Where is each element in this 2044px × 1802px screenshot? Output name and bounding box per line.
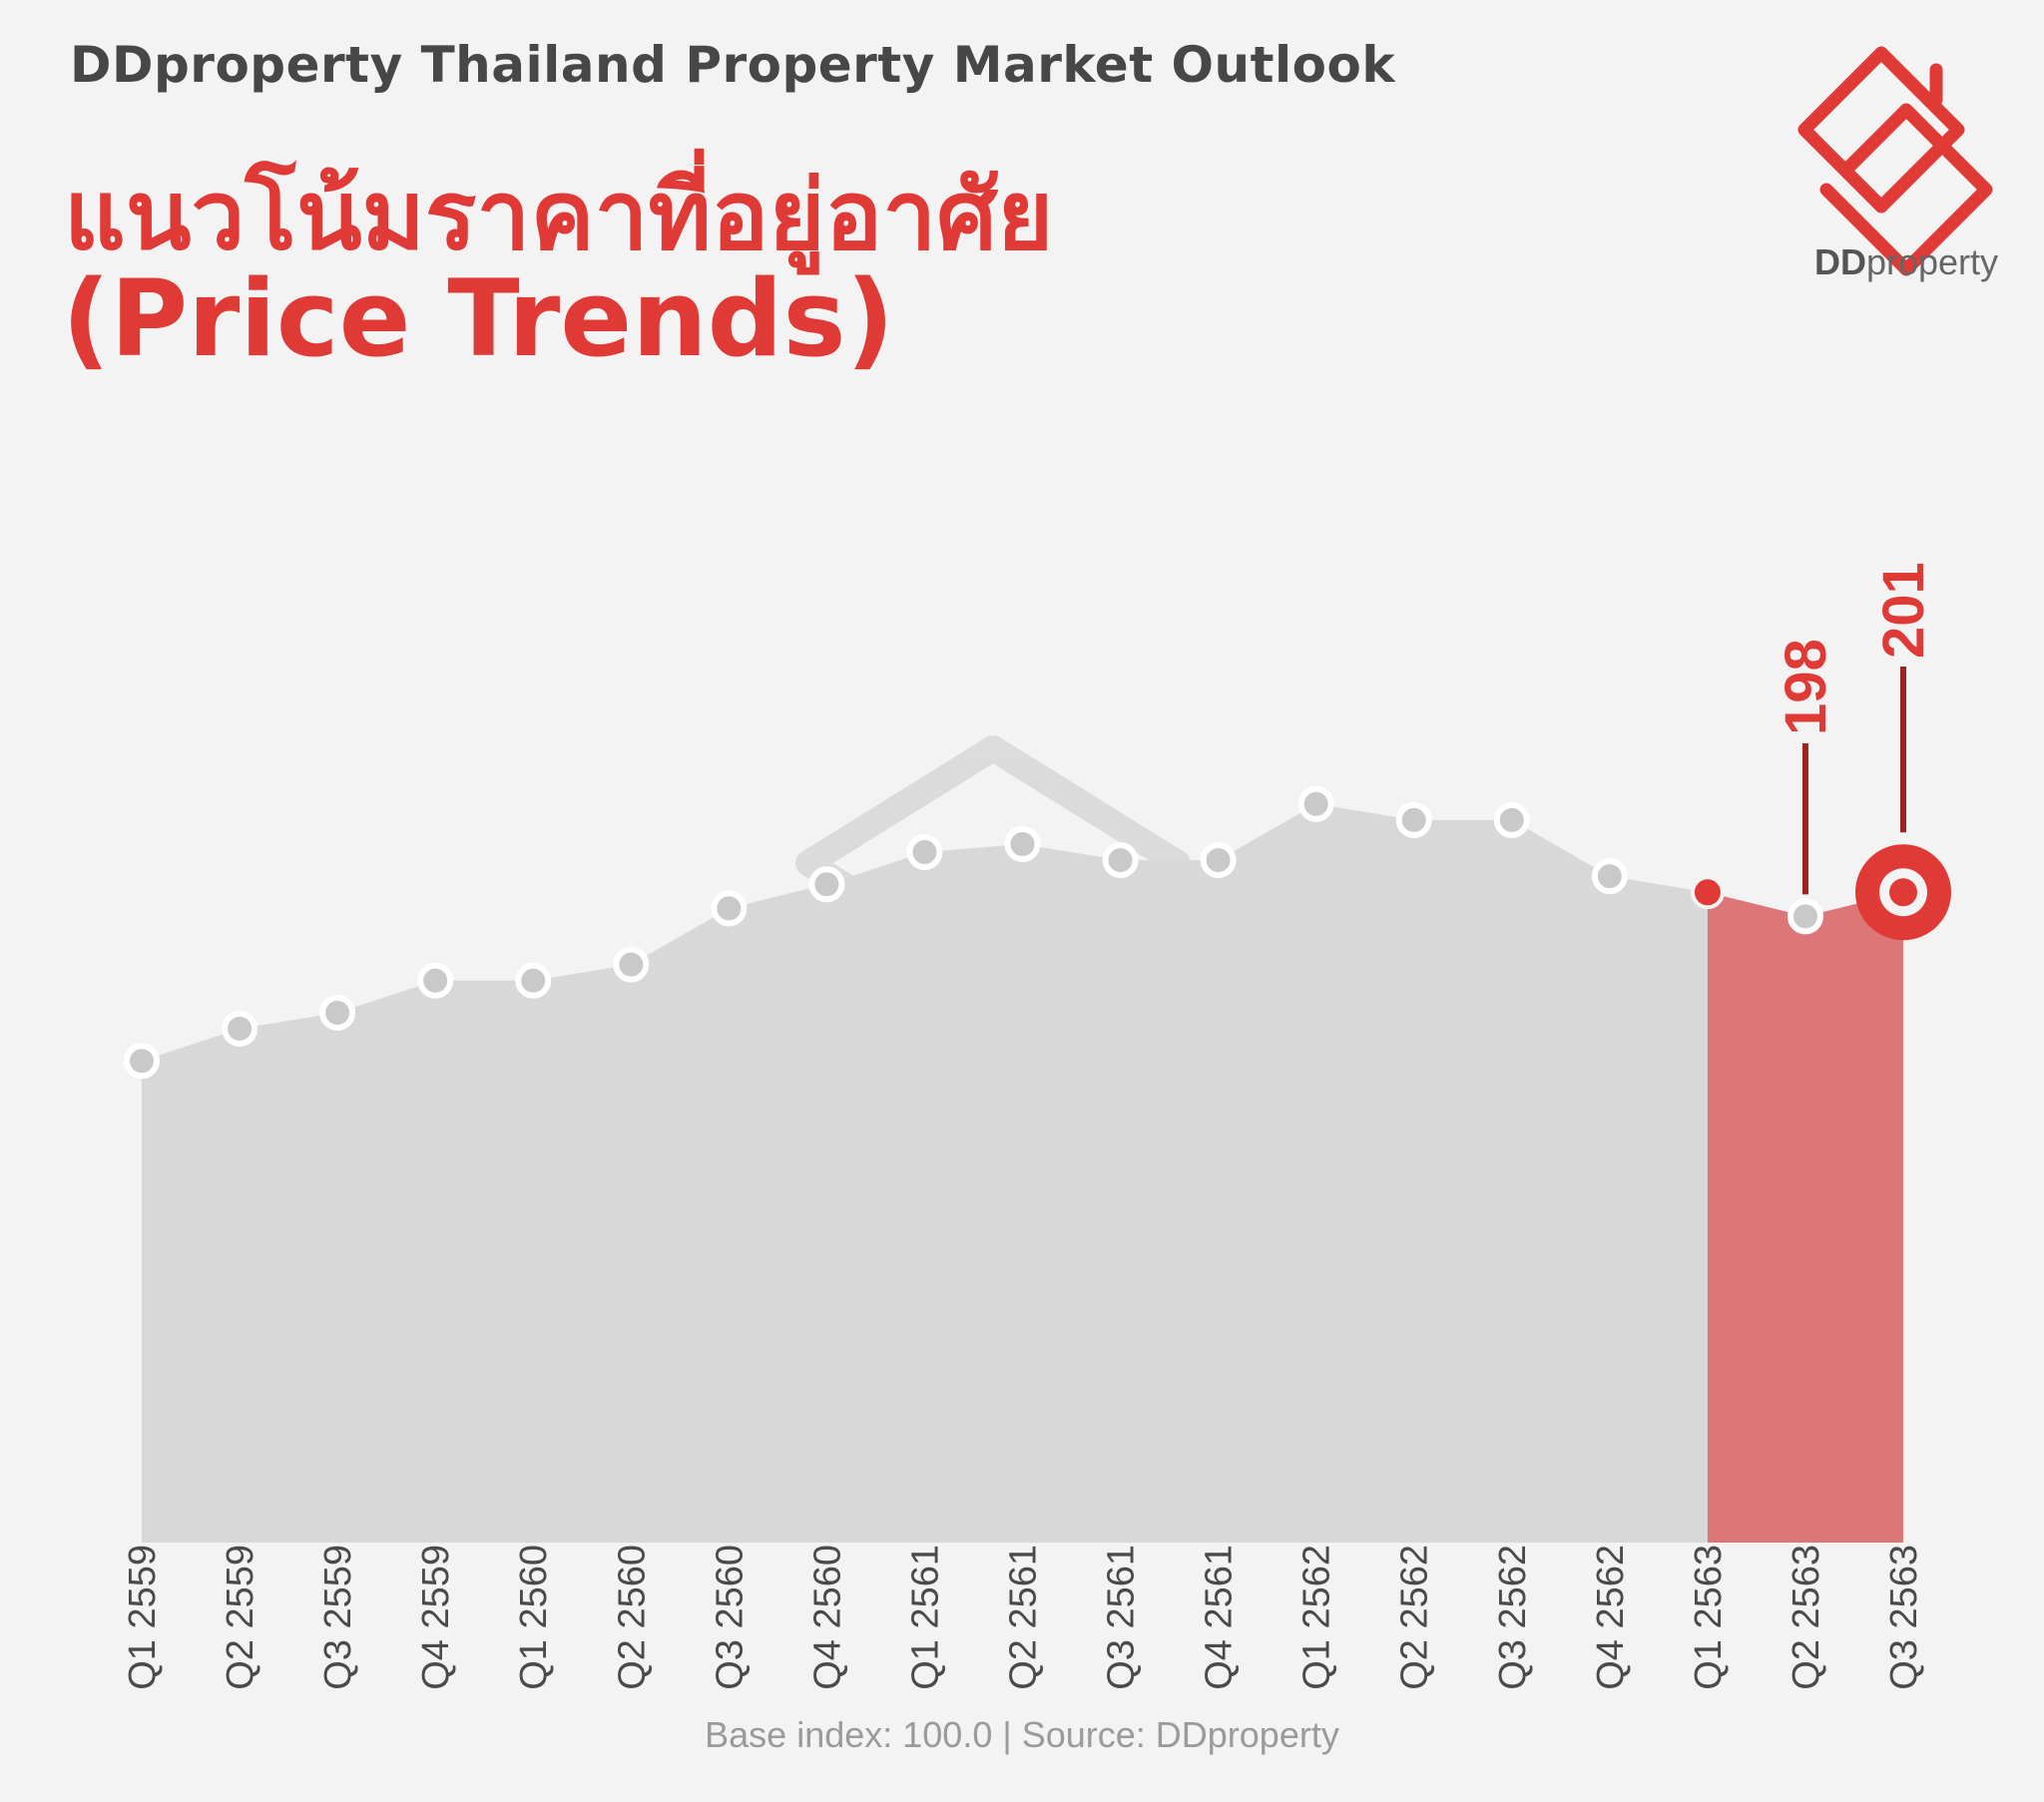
x-tick-label: Q4 2559 — [415, 1545, 457, 1690]
data-point — [124, 1043, 160, 1080]
chart-title-english: (Price Trends) — [62, 257, 895, 380]
chart-title-thai: แนวโน้มราคาที่อยู่อาศัย — [64, 160, 1054, 271]
area-grey — [142, 803, 1708, 1543]
data-point — [808, 866, 845, 903]
data-point — [1690, 875, 1725, 910]
x-tick-label: Q3 2559 — [317, 1545, 359, 1690]
area-highlight — [1707, 892, 1903, 1543]
x-tick-label: Q2 2562 — [1394, 1545, 1436, 1690]
x-tick-label: Q4 2560 — [806, 1545, 848, 1690]
logo-wordmark: DDproperty — [1813, 241, 1999, 282]
data-point — [906, 834, 943, 871]
source-note: Base index: 100.0 | Source: DDproperty — [705, 1714, 1339, 1755]
x-tick-label: Q3 2562 — [1492, 1545, 1534, 1690]
chart-subtitle: DDproperty Thailand Property Market Outl… — [70, 36, 1396, 94]
x-tick-label: Q1 2560 — [513, 1545, 555, 1690]
data-point — [613, 946, 650, 983]
data-point — [1787, 898, 1823, 935]
data-point — [319, 994, 356, 1031]
data-point — [1889, 878, 1917, 907]
ddproperty-logo-icon — [1797, 46, 1993, 276]
x-tick-label: Q2 2559 — [220, 1545, 261, 1690]
callout-label: 198 — [1774, 639, 1838, 735]
data-point — [417, 962, 454, 999]
x-tick-label: Q3 2560 — [709, 1545, 751, 1690]
data-point — [711, 890, 748, 927]
data-point — [222, 1011, 258, 1048]
data-point — [1297, 785, 1334, 822]
data-point — [1200, 842, 1237, 879]
x-tick-label: Q3 2561 — [1101, 1545, 1143, 1690]
data-point — [1004, 825, 1041, 862]
data-point — [1493, 801, 1530, 838]
data-point — [1591, 858, 1628, 895]
x-tick-label: Q2 2563 — [1786, 1545, 1827, 1690]
data-point — [515, 962, 552, 999]
x-tick-label: Q4 2562 — [1590, 1545, 1632, 1690]
callout-label: 201 — [1871, 562, 1936, 659]
data-point — [1395, 801, 1432, 838]
data-point — [1102, 842, 1139, 879]
x-tick-label: Q1 2559 — [122, 1545, 164, 1690]
x-tick-label: Q1 2563 — [1688, 1545, 1730, 1690]
x-tick-label: Q3 2563 — [1883, 1545, 1925, 1690]
x-tick-label: Q2 2561 — [1003, 1545, 1045, 1690]
x-tick-label: Q1 2561 — [904, 1545, 946, 1690]
x-tick-label: Q4 2561 — [1199, 1545, 1241, 1690]
x-tick-label: Q2 2560 — [611, 1545, 653, 1690]
x-tick-label: Q1 2562 — [1296, 1545, 1338, 1690]
